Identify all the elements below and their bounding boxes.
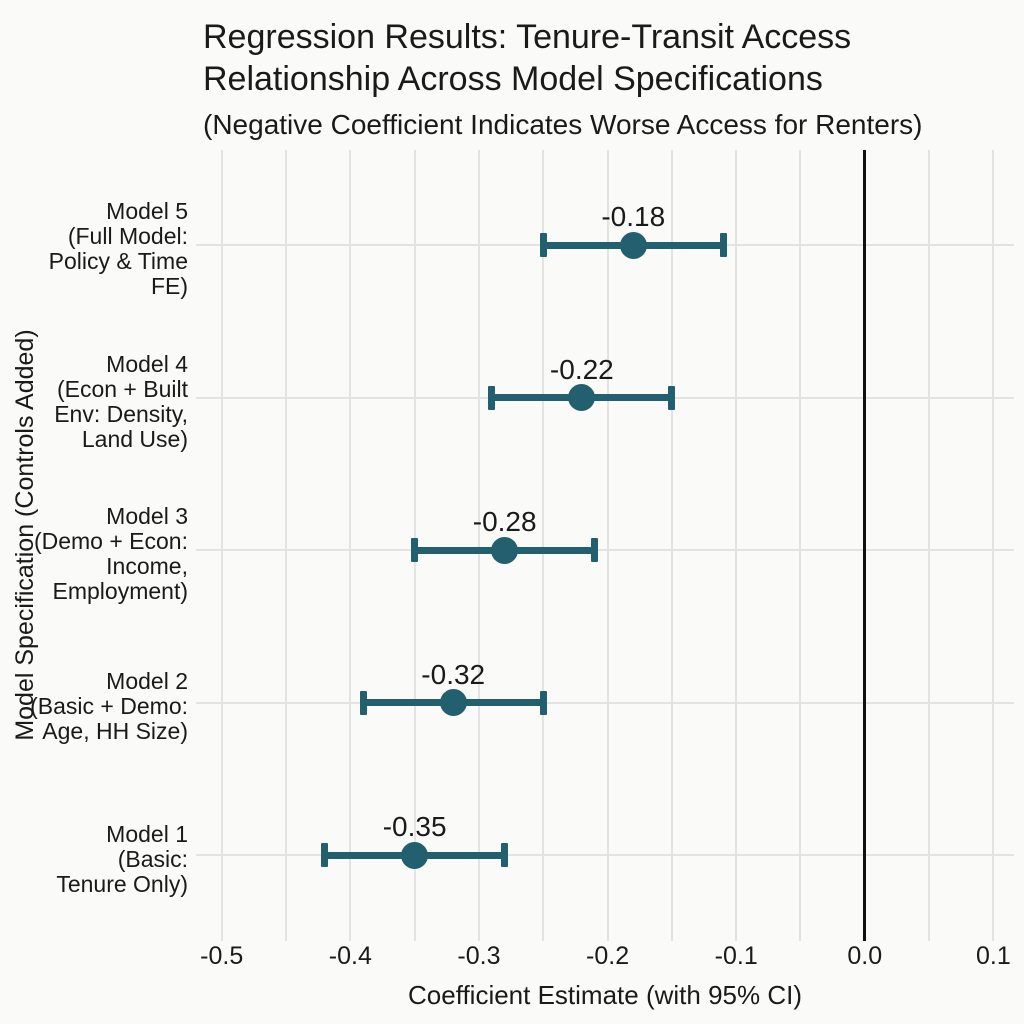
x-tick-label: -0.1 — [714, 942, 758, 970]
y-axis-category-label-line: (Econ + Built — [56, 375, 188, 402]
y-axis-category-label-line: Policy & Time — [48, 248, 188, 274]
horizontal-gridline — [196, 701, 1014, 704]
point-estimate-label: -0.18 — [601, 201, 666, 232]
ci-cap-high — [539, 690, 547, 715]
point-estimate-marker — [568, 384, 596, 412]
point-estimate-label: -0.32 — [421, 658, 486, 690]
y-axis-category-label: Model 4 (Econ + Built Env: Density, Land Us… — [0, 350, 188, 452]
y-axis-category-label-line: FE) — [150, 273, 188, 299]
vertical-gridline — [735, 150, 738, 941]
ci-cap-low — [321, 843, 329, 868]
y-axis-category-label: Model 5 (Full Model: Policy & Time FE) — [0, 199, 188, 299]
y-axis-category-label-line: Model 3 — [106, 503, 188, 530]
horizontal-gridline — [196, 549, 1014, 552]
x-axis-title: Coefficient Estimate (with 95% CI) — [408, 980, 802, 1010]
ci-cap-high — [591, 538, 599, 563]
y-axis-category-label-line: Env: Density, — [54, 400, 188, 427]
vertical-gridline — [799, 150, 802, 941]
y-axis-category-label: Model 3 (Demo + Econ: Income, Employment) — [0, 504, 188, 604]
vertical-gridline — [928, 150, 931, 941]
y-axis-category-label-line: (Basic + Demo: — [30, 693, 188, 720]
vertical-gridline — [477, 150, 480, 941]
y-axis-category-label-line: (Full Model: — [67, 223, 188, 249]
point-estimate-marker — [619, 231, 647, 259]
ci-cap-low — [488, 385, 496, 410]
y-axis-category-label: Model 2 (Basic + Demo: Age, HH Size) — [0, 669, 188, 744]
y-axis-category-label-line: Model 4 — [106, 350, 188, 377]
x-tick-label: -0.5 — [200, 942, 244, 970]
ci-cap-low — [359, 690, 367, 715]
y-axis-category-label-line: Employment) — [52, 578, 188, 605]
y-axis-category-label-line: Model 2 — [106, 668, 188, 695]
zero-reference-line — [863, 150, 867, 941]
point-estimate-marker — [439, 689, 467, 717]
vertical-gridline — [349, 150, 352, 941]
chart-title: Regression Results: Tenure-Transit Acces… — [203, 18, 852, 98]
ci-cap-high — [719, 233, 727, 257]
horizontal-gridline — [196, 854, 1014, 857]
x-tick-label: 0.0 — [847, 942, 883, 970]
point-estimate-label: -0.22 — [549, 353, 614, 385]
y-axis-category-label-line: Income, — [106, 553, 188, 580]
y-axis-category-label-line: Model 1 — [106, 820, 188, 847]
vertical-gridline — [670, 150, 673, 941]
y-axis-category-label-line: Model 5 — [106, 198, 188, 224]
point-estimate-marker — [491, 536, 519, 564]
vertical-gridline — [992, 150, 995, 941]
y-axis-category-label-line: (Demo + Econ: — [33, 528, 188, 555]
vertical-gridline — [606, 150, 609, 941]
vertical-gridline — [285, 150, 288, 941]
ci-cap-high — [501, 843, 509, 868]
vertical-gridline — [220, 150, 223, 941]
point-estimate-marker — [401, 841, 429, 869]
ci-cap-low — [539, 233, 547, 257]
chart-subtitle: (Negative Coefficient Indicates Worse Ac… — [203, 109, 923, 140]
y-axis-category-label-line: Age, HH Size) — [42, 718, 188, 745]
y-axis-category-label-line: Land Use) — [81, 425, 188, 452]
x-tick-label: -0.4 — [328, 942, 372, 970]
y-axis-category-label-line: (Basic: — [117, 845, 188, 872]
point-estimate-label: -0.28 — [472, 506, 537, 538]
x-tick-label: -0.2 — [586, 942, 630, 970]
vertical-gridline — [542, 150, 545, 941]
ci-cap-low — [411, 538, 419, 563]
x-tick-label: -0.3 — [457, 942, 501, 970]
x-tick-label: 0.1 — [976, 942, 1011, 970]
point-estimate-label: -0.35 — [382, 811, 447, 843]
y-axis-category-label-line: Tenure Only) — [56, 870, 188, 897]
ci-cap-high — [668, 385, 676, 410]
y-axis-category-label: Model 1 (Basic: Tenure Only) — [0, 820, 188, 897]
